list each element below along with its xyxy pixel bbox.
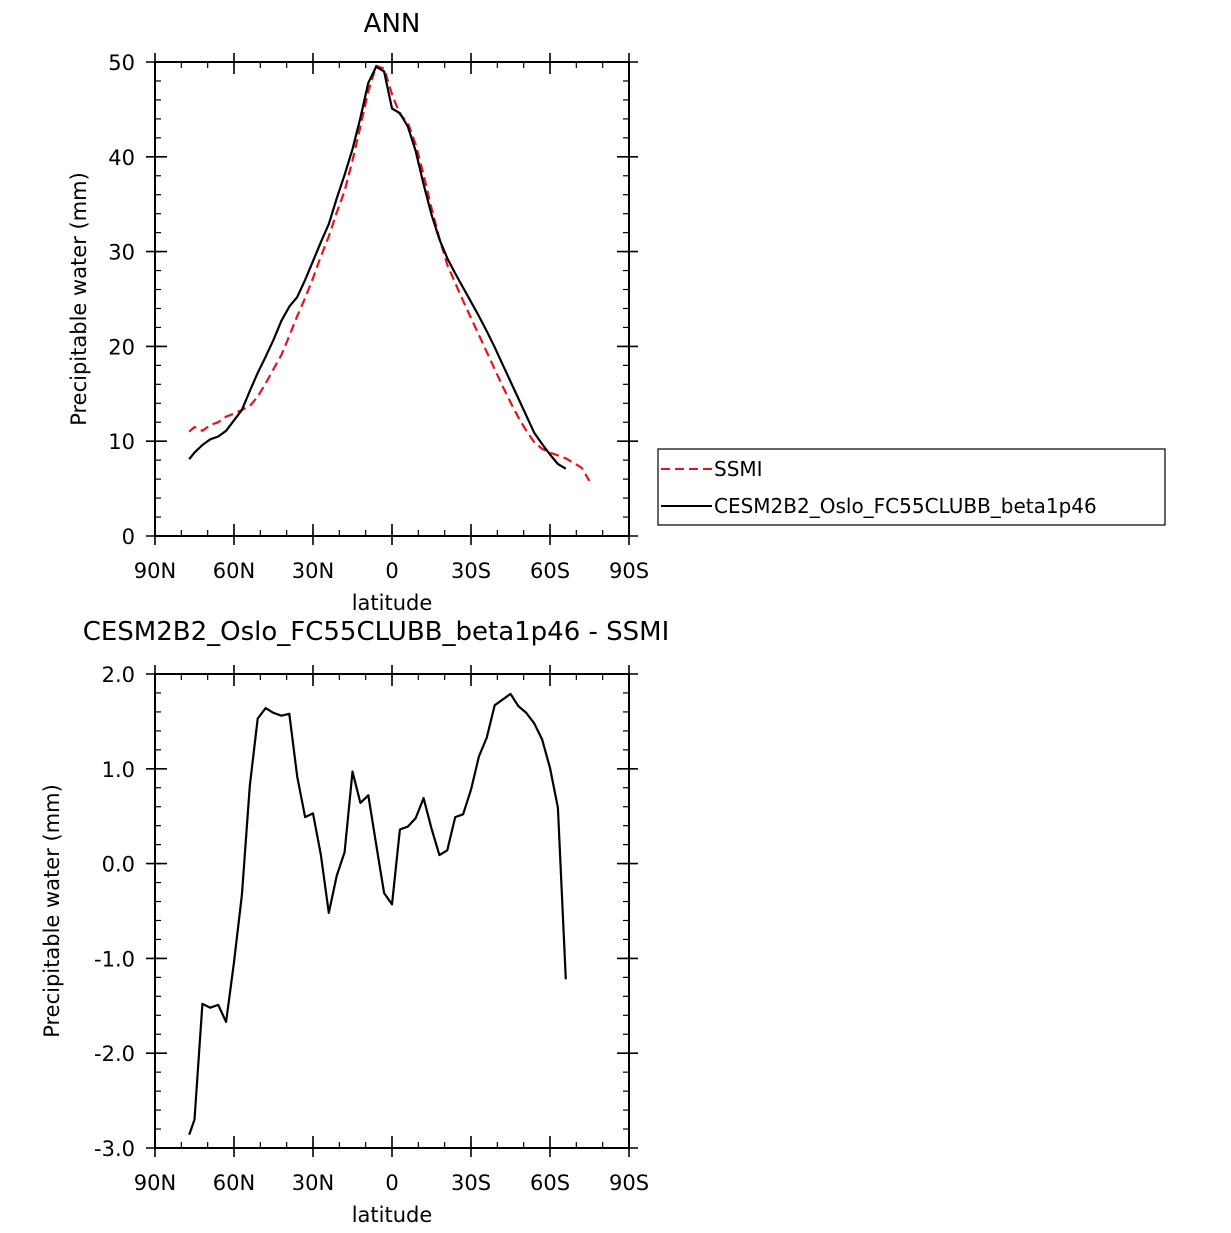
x-tick-label: 30S xyxy=(451,1171,491,1195)
y-tick-label: 20 xyxy=(108,335,135,359)
panel-annual-mean: ANN 90N 60N 30N 0 30S 60S 90S 0 10 20 30 40 50 latit… xyxy=(67,9,649,615)
x-tick-label: 0 xyxy=(385,559,398,583)
x-tick-label: 90S xyxy=(609,1171,649,1195)
y-tick-label: -1.0 xyxy=(94,947,135,971)
axis-ticks: 90N 60N 30N 0 30S 60S 90S 0 10 20 30 40 50 xyxy=(108,51,649,583)
series-line-ssmi xyxy=(188,64,591,482)
x-tick-label: 30N xyxy=(292,559,334,583)
x-axis-label: latitude xyxy=(352,591,433,615)
y-tick-label: 1.0 xyxy=(102,758,135,782)
y-tick-label: -3.0 xyxy=(94,1137,135,1161)
y-tick-label: 2.0 xyxy=(102,663,135,687)
legend-label-model: CESM2B2_Oslo_FC55CLUBB_beta1p46 xyxy=(714,494,1097,518)
legend: SSMI CESM2B2_Oslo_FC55CLUBB_beta1p46 xyxy=(657,448,1166,526)
series-line-difference xyxy=(188,692,567,1136)
series-group xyxy=(188,692,567,1136)
x-tick-label: 0 xyxy=(385,1171,398,1195)
x-tick-label: 60S xyxy=(530,559,570,583)
legend-label-ssmi: SSMI xyxy=(714,457,763,481)
y-tick-label: -2.0 xyxy=(94,1042,135,1066)
legend-box xyxy=(657,448,1166,526)
y-tick-label: 30 xyxy=(108,241,135,265)
y-tick-label: 10 xyxy=(108,430,135,454)
y-tick-label: 40 xyxy=(108,146,135,170)
chart-title: CESM2B2_Oslo_FC55CLUBB_beta1p46 - SSMI xyxy=(83,617,670,647)
x-tick-label: 90S xyxy=(609,559,649,583)
series-line-cesm2b2_oslo_fc55clubb_beta1p46 xyxy=(188,65,567,470)
series-group xyxy=(188,64,591,482)
panel-difference: CESM2B2_Oslo_FC55CLUBB_beta1p46 - SSMI 9… xyxy=(40,617,669,1227)
plot-frame xyxy=(154,673,630,1149)
chart-title: ANN xyxy=(364,9,421,39)
y-tick-label: 0 xyxy=(122,525,135,549)
x-tick-label: 60N xyxy=(213,559,255,583)
x-tick-label: 60S xyxy=(530,1171,570,1195)
x-tick-label: 90N xyxy=(134,1171,176,1195)
x-tick-label: 30S xyxy=(451,559,491,583)
x-tick-label: 30N xyxy=(292,1171,334,1195)
axis-ticks: 90N 60N 30N 0 30S 60S 90S -3.0 -2.0 -1.0 0.0 1.0 2.0 xyxy=(94,663,649,1195)
y-axis-label: Precipitable water (mm) xyxy=(40,784,64,1038)
y-tick-label: 0.0 xyxy=(102,853,135,877)
y-axis-label: Precipitable water (mm) xyxy=(67,172,91,426)
x-axis-label: latitude xyxy=(352,1203,433,1227)
x-tick-label: 60N xyxy=(213,1171,255,1195)
x-tick-label: 90N xyxy=(134,559,176,583)
y-tick-label: 50 xyxy=(108,51,135,75)
